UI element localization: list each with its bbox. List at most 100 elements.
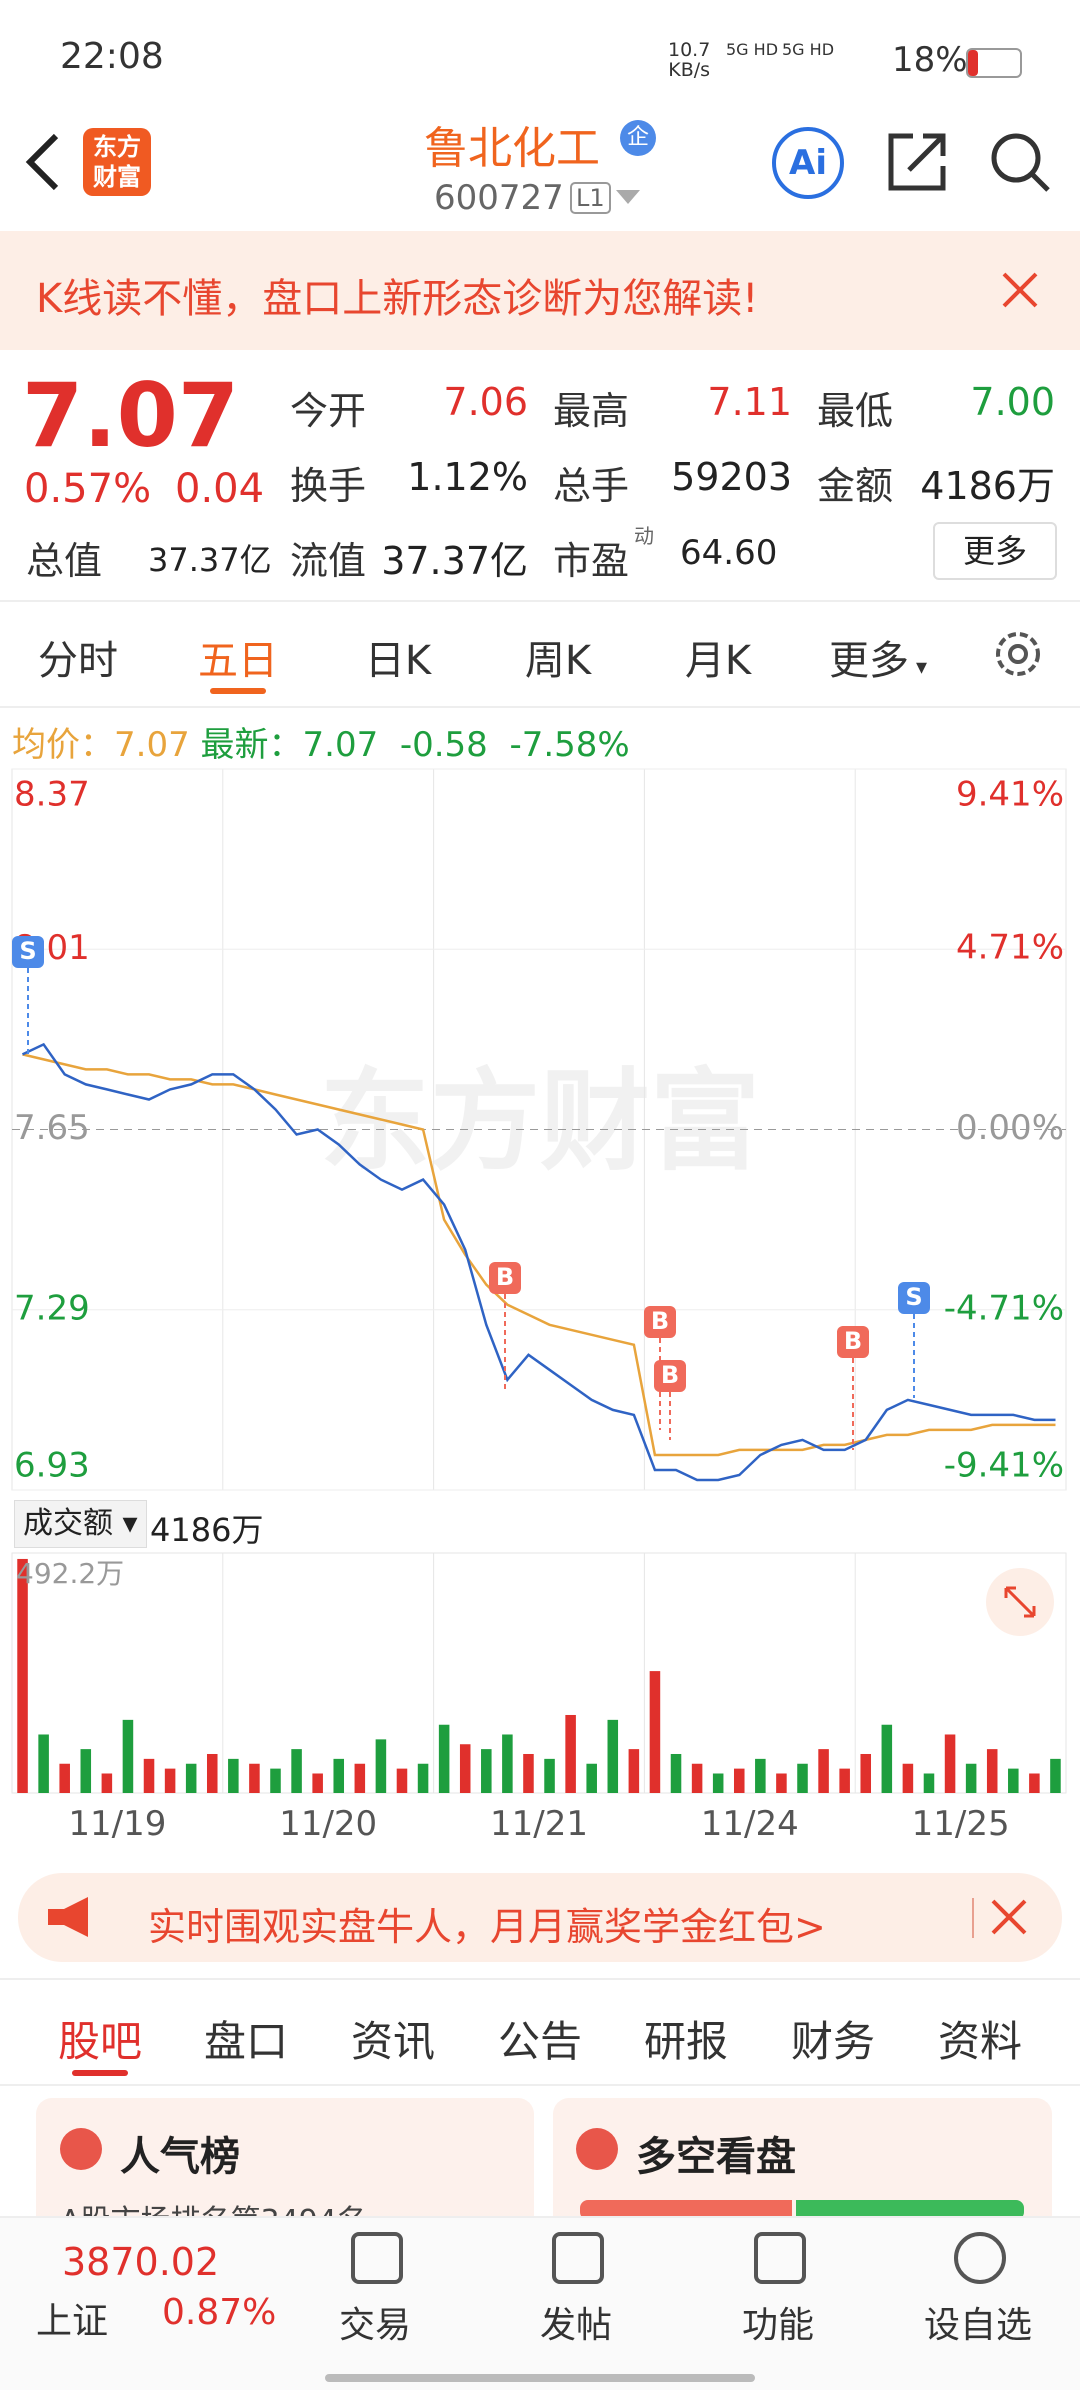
card[interactable] [36,2098,534,2238]
nav-item[interactable]: 设自选 [923,2305,1032,2346]
card-icon [60,2128,102,2170]
field-value: 7.06 [443,380,528,424]
field-label: 总值 [26,539,103,583]
share-button[interactable] [885,130,949,194]
promo-close[interactable] [990,1898,1028,1936]
volume-label: 成交额 [23,1506,113,1541]
level-badge[interactable]: L1 [570,182,611,214]
section-tab[interactable]: 盘口 [203,2017,288,2066]
avg-price: 7.07 [114,725,190,765]
logo-line: 东方 [93,133,141,161]
notice-bar[interactable] [0,231,1080,350]
section-tab[interactable]: 资讯 [350,2017,435,2066]
x-tick-label: 11/21 [490,1804,588,1844]
field-value: 1.12% [407,455,528,499]
volume-bar [354,1763,366,1793]
volume-bar [206,1753,218,1793]
volume-bar [923,1773,935,1793]
home-indicator [325,2374,755,2382]
volume-bar [59,1763,70,1793]
tab[interactable]: 更多 ▾ [828,638,928,684]
x-tick-label: 11/20 [279,1804,377,1844]
card-title[interactable]: 人气榜 [120,2134,240,2180]
volume-frame [11,1552,1067,1794]
x-tick-label: 11/19 [68,1804,166,1844]
nav-item[interactable]: 交易 [338,2305,411,2346]
field-label: 换手 [290,464,367,508]
marker-label: B [661,1361,679,1389]
tab[interactable]: 日K [364,638,432,684]
section-tab[interactable]: 资料 [937,2017,1022,2066]
section-tab[interactable]: 股吧 [57,2017,142,2066]
nav-item[interactable]: 功能 [741,2305,814,2346]
change: 0.04 [175,466,265,512]
y-tick-label: 7.29 [14,1288,90,1328]
tab[interactable]: 五日 [198,638,278,684]
card-title[interactable]: 多空看盘 [636,2134,796,2180]
back-button[interactable] [20,130,64,194]
change: -0.58 [399,725,488,765]
marker-label: S [905,1283,922,1311]
volume-bar [544,1758,555,1793]
marker-badge [837,1326,869,1358]
volume-bar [818,1749,829,1793]
info-line: 均价：7.07 最新：7.07 -0.58 -7.58% [12,717,630,766]
notice-close[interactable] [1000,270,1040,310]
field-value: 37.37亿 [381,539,528,583]
volume-bar [733,1768,745,1793]
marker-badge [489,1262,521,1294]
volume-bar [712,1773,724,1793]
index-value[interactable]: 3870.02 [62,2240,220,2284]
bear-bar [796,2200,1024,2220]
nav-icon[interactable] [954,2232,1006,2284]
volume-bar [565,1714,576,1793]
ai-button[interactable]: Ai [772,127,844,199]
notice-text[interactable]: K线读不懂，盘口上新形态诊断为您解读! [36,276,759,322]
volume-bar [143,1758,155,1793]
tab[interactable]: 分时 [38,638,118,684]
field-label: 金额 [817,464,894,508]
nav-icon[interactable] [552,2232,604,2284]
promo-banner[interactable] [18,1873,1062,1962]
volume-bar [312,1773,323,1793]
field-label: 最低 [817,389,894,433]
volume-bar [122,1719,134,1793]
volume-bar [164,1768,176,1793]
bottom-nav [0,2216,1080,2390]
dropdown-arrow [616,190,640,204]
section-tab[interactable]: 研报 [643,2017,728,2066]
volume-bar [586,1763,597,1793]
y2-tick-label: 9.41% [956,775,1064,815]
expand-icon[interactable] [1004,1586,1036,1618]
volume-total: 4186万 [150,1511,264,1549]
nav-icon[interactable] [754,2232,806,2284]
promo-text[interactable]: 实时围观实盘牛人，月月赢奖学金红包> [148,1905,826,1949]
nav-item[interactable]: 发帖 [539,2305,612,2346]
volume-bar [860,1753,872,1793]
index-change[interactable]: 0.87% [162,2292,277,2333]
search-button[interactable] [988,130,1052,194]
section-tab[interactable]: 财务 [790,2017,875,2066]
field-label: 流值 [290,539,367,583]
field-value: 59203 [671,455,792,499]
volume-selector[interactable]: 成交额 ▾ [14,1500,147,1548]
tab[interactable]: 月K [684,638,752,684]
volume-bar [438,1724,450,1793]
x-tick-label: 11/25 [912,1804,1010,1844]
nav-icon[interactable] [351,2232,403,2284]
settings-button[interactable] [990,626,1046,682]
net-speed-value: 10.7 [668,39,711,61]
more-button[interactable]: 更多 [933,522,1057,580]
tab[interactable]: 周K [524,638,592,684]
field-label: 最高 [553,389,630,433]
index-name[interactable]: 上证 [36,2301,109,2342]
y2-tick-label: 4.71% [956,928,1064,968]
marker-label: B [496,1263,514,1291]
field-value: 7.11 [707,380,792,424]
volume-bar [502,1734,513,1793]
section-tab[interactable]: 公告 [497,2017,582,2066]
x-tick-label: 11/24 [701,1804,799,1844]
y-tick-label: 6.93 [14,1446,90,1486]
divider [0,2084,1080,2086]
